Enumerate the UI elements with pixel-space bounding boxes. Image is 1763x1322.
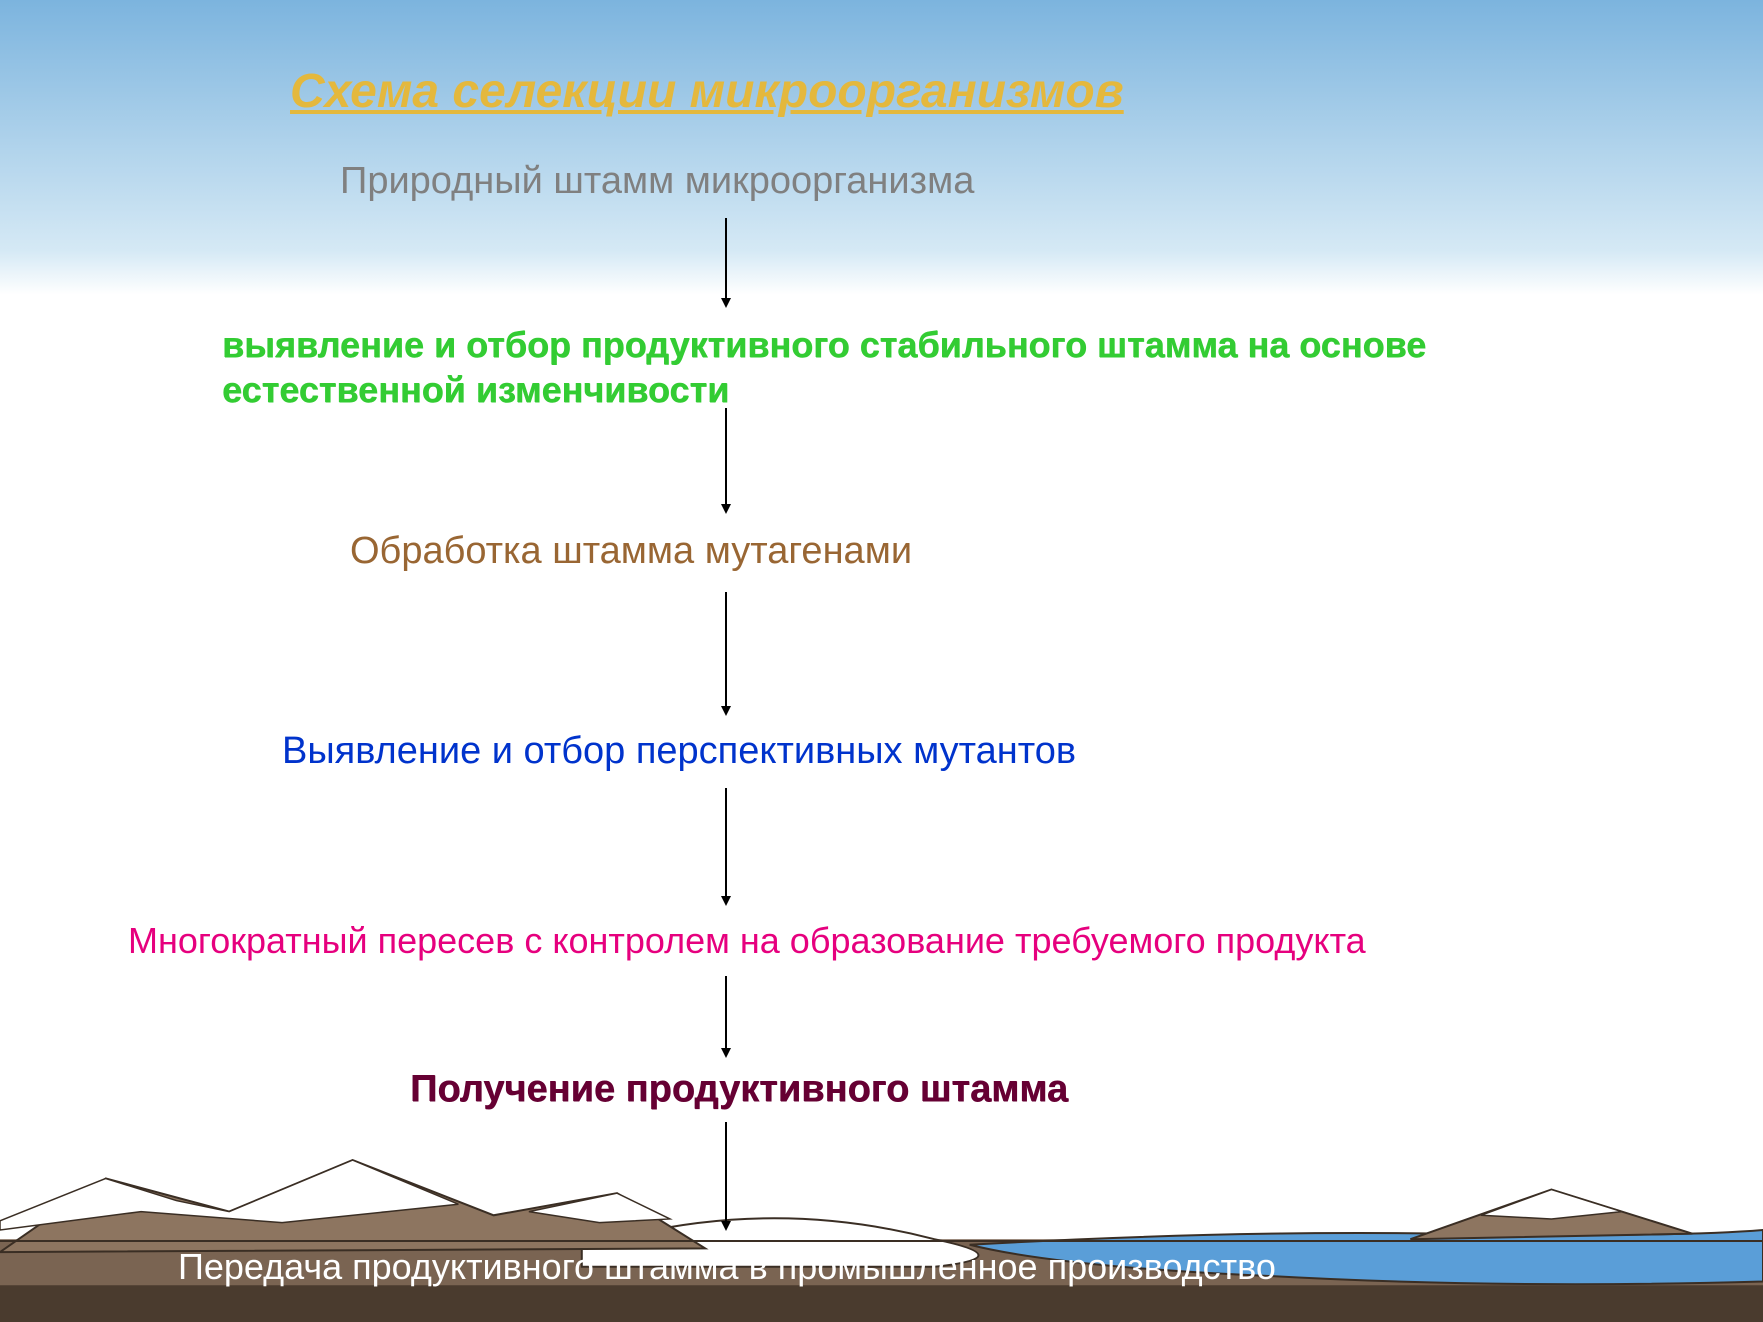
- background-mountains: [0, 1138, 1763, 1322]
- slide-title: Схема селекции микроорганизмов: [290, 64, 1124, 119]
- background-sky: [0, 0, 1763, 295]
- flow-step-6: Передача продуктивного штамма в промышле…: [178, 1246, 1678, 1288]
- flow-step-5: Получение продуктивного штамма: [410, 1068, 1310, 1111]
- flow-step-1: выявление и отбор продуктивного стабильн…: [222, 322, 1482, 412]
- flow-arrow-1: [716, 408, 736, 516]
- flow-step-4: Многократный пересев с контролем на обра…: [128, 920, 1648, 962]
- flow-step-3: Выявление и отбор перспективных мутантов: [282, 730, 1382, 773]
- flow-step-2: Обработка штамма мутагенами: [350, 530, 1250, 573]
- flow-arrow-0: [716, 218, 736, 310]
- flow-step-0: Природный штамм микроорганизма: [340, 160, 1240, 203]
- flow-arrow-5: [716, 1122, 736, 1233]
- flow-arrow-4: [716, 976, 736, 1060]
- flow-arrow-3: [716, 788, 736, 908]
- flow-arrow-2: [716, 592, 736, 718]
- slide-canvas: Схема селекции микроорганизмов Природный …: [0, 0, 1763, 1322]
